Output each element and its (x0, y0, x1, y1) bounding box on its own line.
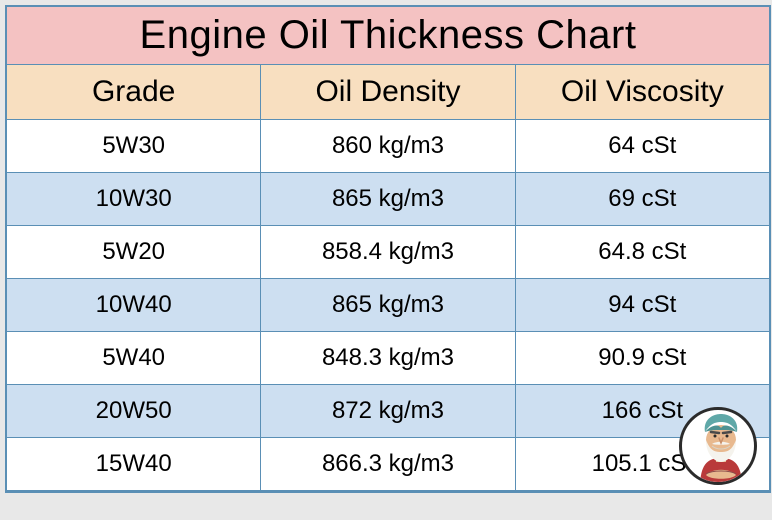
cell-viscosity: 64 cSt (516, 120, 769, 172)
cell-density: 860 kg/m3 (261, 120, 515, 172)
table-row: 10W30 865 kg/m3 69 cSt (7, 173, 769, 226)
cell-density: 865 kg/m3 (261, 279, 515, 331)
cell-viscosity: 94 cSt (516, 279, 769, 331)
cell-density: 866.3 kg/m3 (261, 438, 515, 490)
cell-grade: 15W40 (7, 438, 261, 490)
mascot-icon (679, 407, 757, 485)
cell-viscosity: 90.9 cSt (516, 332, 769, 384)
cell-viscosity: 69 cSt (516, 173, 769, 225)
table-row: 5W20 858.4 kg/m3 64.8 cSt (7, 226, 769, 279)
table-title: Engine Oil Thickness Chart (7, 7, 769, 65)
cell-grade: 5W30 (7, 120, 261, 172)
table-row: 5W40 848.3 kg/m3 90.9 cSt (7, 332, 769, 385)
cell-density: 858.4 kg/m3 (261, 226, 515, 278)
table-row: 15W40 866.3 kg/m3 105.1 cSt (7, 438, 769, 491)
table-row: 20W50 872 kg/m3 166 cSt (7, 385, 769, 438)
cell-density: 848.3 kg/m3 (261, 332, 515, 384)
cell-grade: 10W40 (7, 279, 261, 331)
col-header-viscosity: Oil Viscosity (516, 65, 769, 119)
table-row: 5W30 860 kg/m3 64 cSt (7, 120, 769, 173)
cell-grade: 5W20 (7, 226, 261, 278)
cell-density: 872 kg/m3 (261, 385, 515, 437)
table-row: 10W40 865 kg/m3 94 cSt (7, 279, 769, 332)
cell-viscosity: 64.8 cSt (516, 226, 769, 278)
cell-density: 865 kg/m3 (261, 173, 515, 225)
col-header-density: Oil Density (261, 65, 515, 119)
cell-grade: 20W50 (7, 385, 261, 437)
oil-thickness-table: Engine Oil Thickness Chart Grade Oil Den… (5, 5, 771, 493)
cell-grade: 5W40 (7, 332, 261, 384)
table-header-row: Grade Oil Density Oil Viscosity (7, 65, 769, 120)
cell-grade: 10W30 (7, 173, 261, 225)
col-header-grade: Grade (7, 65, 261, 119)
